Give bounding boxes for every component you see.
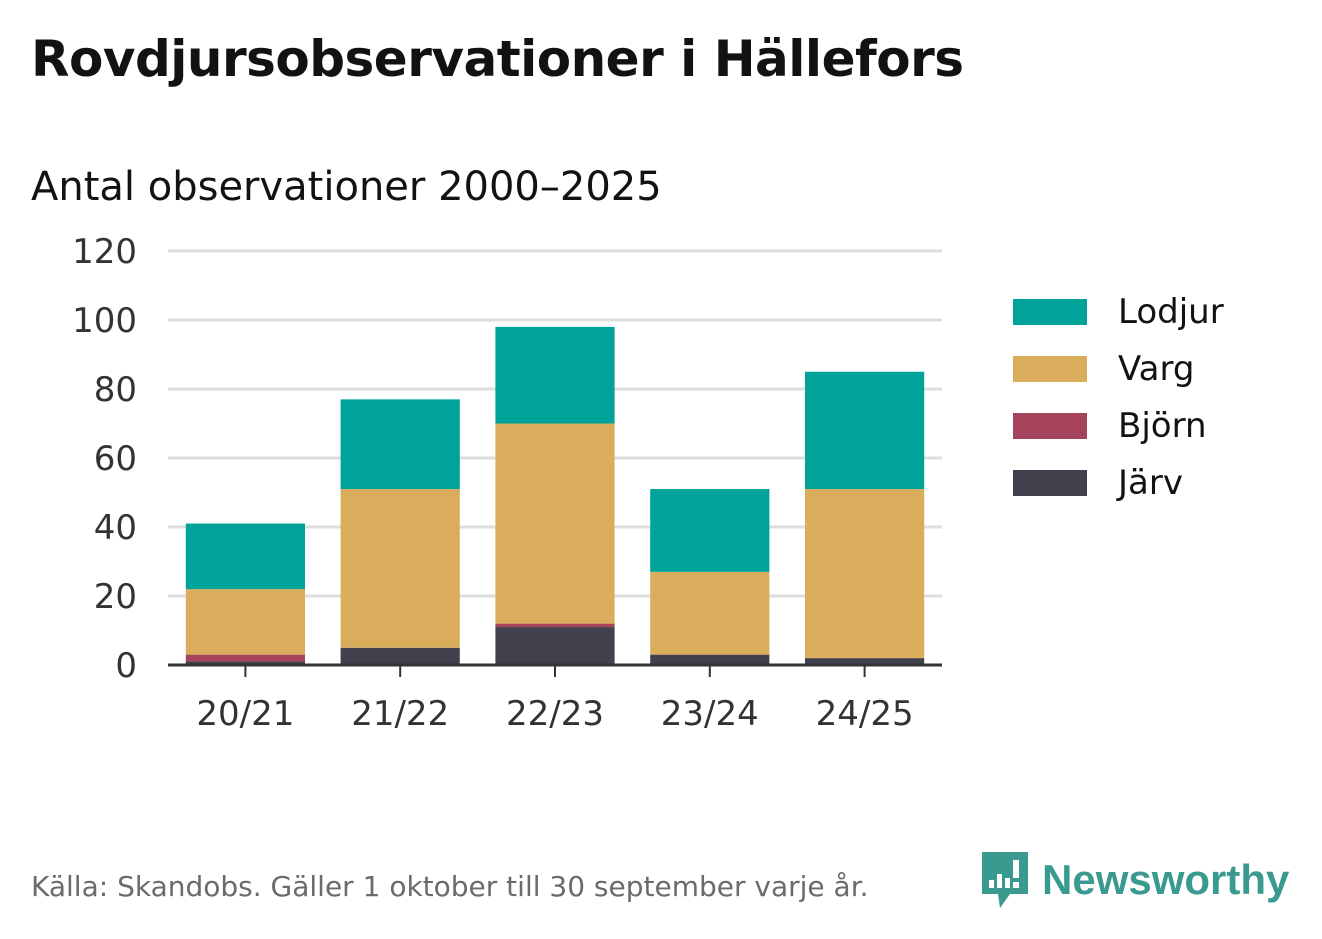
bar-lodjur-23-24: [650, 489, 770, 572]
legend-label-björn: Björn: [1118, 405, 1207, 446]
legend-item-björn: Björn: [1013, 397, 1224, 454]
chart-subtitle: Antal observationer 2000–2025: [31, 164, 662, 210]
x-tick-label-21-22: 21/22: [351, 694, 449, 734]
legend-item-lodjur: Lodjur: [1013, 283, 1224, 340]
bars: [185, 326, 925, 665]
legend-swatch-järv: [1013, 469, 1087, 496]
brand-logo: Newsworthy: [980, 850, 1289, 910]
y-tick-label-20: 20: [94, 577, 137, 617]
bar-järv-23-24: [650, 654, 770, 665]
newsworthy-logo-icon: [982, 852, 1028, 908]
legend-swatch-björn: [1013, 412, 1087, 439]
bar-lodjur-22-23: [495, 326, 615, 424]
bar-björn-20-21: [185, 654, 305, 662]
bar-björn-22-23: [495, 623, 615, 628]
bar-lodjur-24-25: [805, 371, 925, 490]
legend-swatch-varg: [1013, 355, 1087, 382]
bar-järv-24-25: [805, 658, 925, 665]
bar-lodjur-21-22: [340, 399, 460, 490]
x-tick-label-22-23: 22/23: [506, 694, 604, 734]
legend-item-varg: Varg: [1013, 340, 1224, 397]
legend-label-varg: Varg: [1118, 348, 1195, 389]
bar-varg-24-25: [805, 489, 925, 659]
legend-swatch-lodjur: [1013, 298, 1087, 325]
bar-varg-21-22: [340, 489, 460, 648]
bar-järv-22-23: [495, 627, 615, 665]
bar-varg-23-24: [650, 571, 770, 655]
y-tick-label-80: 80: [94, 370, 137, 410]
source-note: Källa: Skandobs. Gäller 1 oktober till 3…: [31, 870, 869, 903]
x-tick-label-24-25: 24/25: [816, 694, 914, 734]
legend: Lodjur Varg Björn Järv: [1013, 283, 1224, 511]
x-tick-label-23-24: 23/24: [661, 694, 759, 734]
bar-järv-20-21: [185, 661, 305, 665]
bar-järv-21-22: [340, 647, 460, 665]
x-tick-label-20-21: 20/21: [196, 694, 294, 734]
bar-varg-22-23: [495, 423, 615, 624]
y-tick-label-40: 40: [94, 508, 137, 548]
legend-label-lodjur: Lodjur: [1118, 291, 1224, 332]
brand-name: Newsworthy: [1042, 856, 1290, 903]
chart-title: Rovdjursobservationer i Hällefors: [31, 30, 964, 88]
y-tick-label-60: 60: [94, 439, 137, 479]
y-tick-label-100: 100: [72, 301, 137, 341]
legend-item-järv: Järv: [1013, 454, 1224, 511]
y-tick-label-120: 120: [72, 232, 137, 272]
legend-label-järv: Järv: [1118, 462, 1183, 503]
bar-lodjur-20-21: [185, 523, 305, 590]
axes: 0 20 40 60 80 100 120 20/21 21/22 22/23 23/24 24/25: [72, 232, 942, 734]
bar-varg-20-21: [185, 589, 305, 655]
y-tick-label-0: 0: [115, 646, 137, 686]
bar-chart: 0 20 40 60 80 100 120 20/21 21/22 22/23 23/24 24/25: [72, 232, 942, 734]
